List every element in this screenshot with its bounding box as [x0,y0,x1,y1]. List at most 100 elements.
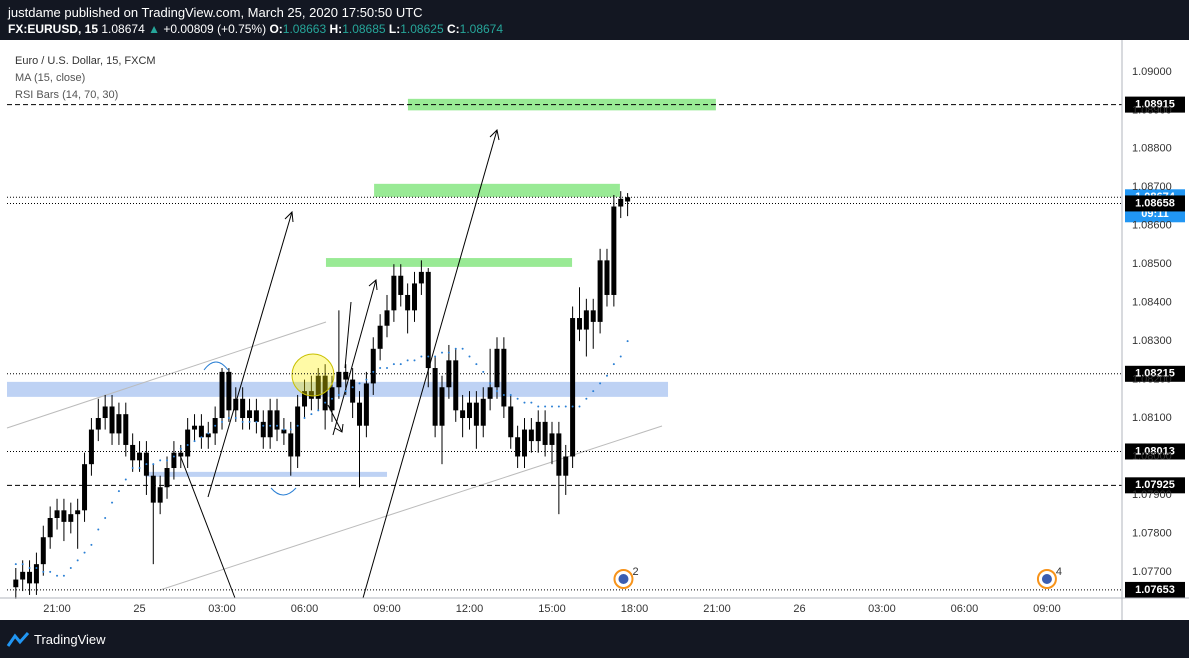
level-label: 1.08215 [1135,368,1175,380]
candle-body [322,375,328,411]
ma-dot [434,355,437,358]
candle-body [384,310,390,326]
candle-body [336,371,342,388]
candle-body [549,433,555,445]
candle-body [27,571,33,584]
x-tick-label: 25 [133,603,145,615]
ma-dot [406,359,409,362]
candle-body [460,410,466,419]
ma-dot [495,390,498,393]
ma-dot [530,401,533,404]
candle-body [315,375,321,399]
ma-dot [482,370,485,373]
o: 1.08663 [282,22,327,36]
candle-body [418,271,424,284]
y-tick-label: 1.08800 [1132,143,1172,155]
candle-body [357,402,363,426]
y-tick-label: 1.07900 [1132,489,1172,501]
x-tick-label: 06:00 [951,603,979,615]
ma-dot [599,382,602,385]
chart: 1.089151.0867409:111.086581.082151.08013… [0,40,1189,620]
ma-dot [447,351,450,354]
ma-dot [69,567,72,570]
candle-body [288,433,294,457]
c: 1.08674 [459,22,504,36]
candle-body [75,510,81,515]
candle-body [88,429,94,465]
level-label-box [1125,443,1185,460]
ma-dot [303,417,306,420]
candle-body [185,429,191,457]
y-tick-label: 1.09000 [1132,66,1172,78]
y-tick-label: 1.08400 [1132,297,1172,309]
h-label: H: [329,22,343,36]
zone [374,183,620,197]
y-tick-label: 1.08100 [1132,412,1172,424]
ma-dot [234,417,237,420]
x-tick-label: 03:00 [868,603,896,615]
logo-mark [6,632,30,647]
candle-body [295,406,301,457]
ma-dot [516,397,519,400]
level-label: 1.08013 [1135,445,1175,457]
ma-dot [14,563,17,566]
ma-dot [454,347,457,350]
channel-line [159,425,663,591]
ma-dot [502,393,505,396]
candle-body [130,444,136,461]
ma-dot [379,367,382,370]
candle-body [473,402,479,426]
candle-body [611,206,617,295]
candle-body [116,414,122,434]
ma-dot [537,405,540,408]
y-tick-label: 1.07800 [1132,527,1172,539]
ma-dot [221,420,224,423]
candle-body [219,371,225,419]
ma-dot [365,378,368,381]
ma-dot [461,347,464,350]
ma-dot [337,393,340,396]
ma-dot [145,463,148,466]
ma-dot [62,574,65,577]
legend-ma: MA (15, close) [15,72,85,84]
y-tick-label: 1.08200 [1132,373,1172,385]
candle-body [247,410,253,419]
ma-dot [83,551,86,554]
trend-line [179,454,236,599]
candle-body [604,260,610,295]
o-label: O: [269,22,283,36]
candle-body [198,425,204,438]
candle-body [267,410,273,438]
ma-dot [186,443,189,446]
event-icon-inner [618,574,629,584]
candle-body [625,197,631,202]
event-icon-inner [1041,574,1052,584]
ma-dot [324,401,327,404]
level-label: 1.07653 [1135,584,1175,596]
ma-dot [90,543,93,546]
level-label: 1.07925 [1135,479,1175,491]
ma-dot [56,574,59,577]
x-tick-label: 03:00 [208,603,236,615]
ohlc-line: FX:EURUSD, 15 1.08674 ▲ +0.00809 (+0.75%… [8,22,503,36]
candle-body [487,387,493,399]
last: 1.08674 [101,22,145,36]
level-label: 1.08658 [1135,197,1175,209]
ma-dot [585,397,588,400]
x-tick-label: 15:00 [538,603,566,615]
candle-body [33,564,39,584]
y-tick-label: 1.08600 [1132,220,1172,232]
candle-body [13,579,19,588]
highlight-circle [291,353,335,397]
ma-dot [564,405,567,408]
candle-body [150,475,156,503]
candle-body [521,429,527,457]
candle-body [47,518,53,538]
candle-body [377,325,383,349]
candle-body [412,283,418,311]
candle-body [157,487,163,503]
candle-body [391,275,397,311]
x-tick-label: 09:00 [1033,603,1061,615]
candle-body [501,348,507,407]
candle-body [425,271,431,369]
